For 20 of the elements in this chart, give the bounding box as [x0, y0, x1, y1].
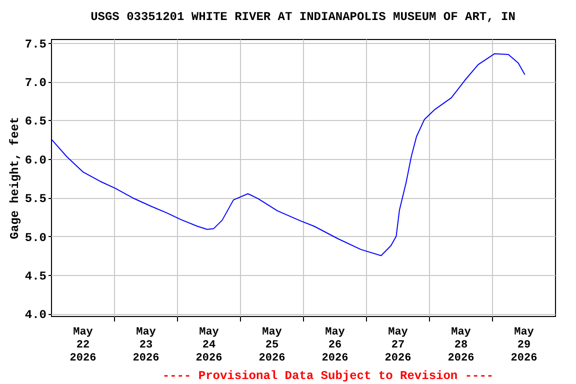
x-tick-label: May 26 2026 — [322, 326, 348, 364]
y-tick-label: 4.5 — [24, 269, 46, 284]
y-tick-label: 6.5 — [24, 114, 46, 129]
y-axis-title: Gage height, feet — [8, 116, 22, 240]
x-tick-label: May 22 2026 — [70, 326, 96, 364]
x-tick-label: May 24 2026 — [196, 326, 222, 364]
x-tick-label: May 23 2026 — [132, 326, 160, 364]
x-tick-label: May 28 2026 — [448, 326, 474, 364]
line-series — [51, 53, 526, 256]
y-tick-label: 7.0 — [24, 76, 46, 90]
y-tick-label: 5.5 — [24, 192, 46, 206]
y-tick-label: 7.5 — [24, 37, 46, 52]
x-tick-label: May 29 2026 — [510, 326, 538, 364]
chart-title: USGS 03351201 WHITE RIVER AT INDIANAPOLIS MUSEUM OF ART, IN — [90, 10, 516, 24]
y-tick-label: 6.0 — [24, 153, 46, 168]
text: ---- Provisional Data Subject to Revision ---- — [162, 369, 494, 383]
y-tick-label: 4.0 — [24, 308, 46, 322]
y-tick-label: 5.0 — [24, 230, 46, 245]
x-tick-label: May 27 2026 — [384, 326, 412, 364]
x-tick-label: May 25 2026 — [258, 326, 286, 364]
